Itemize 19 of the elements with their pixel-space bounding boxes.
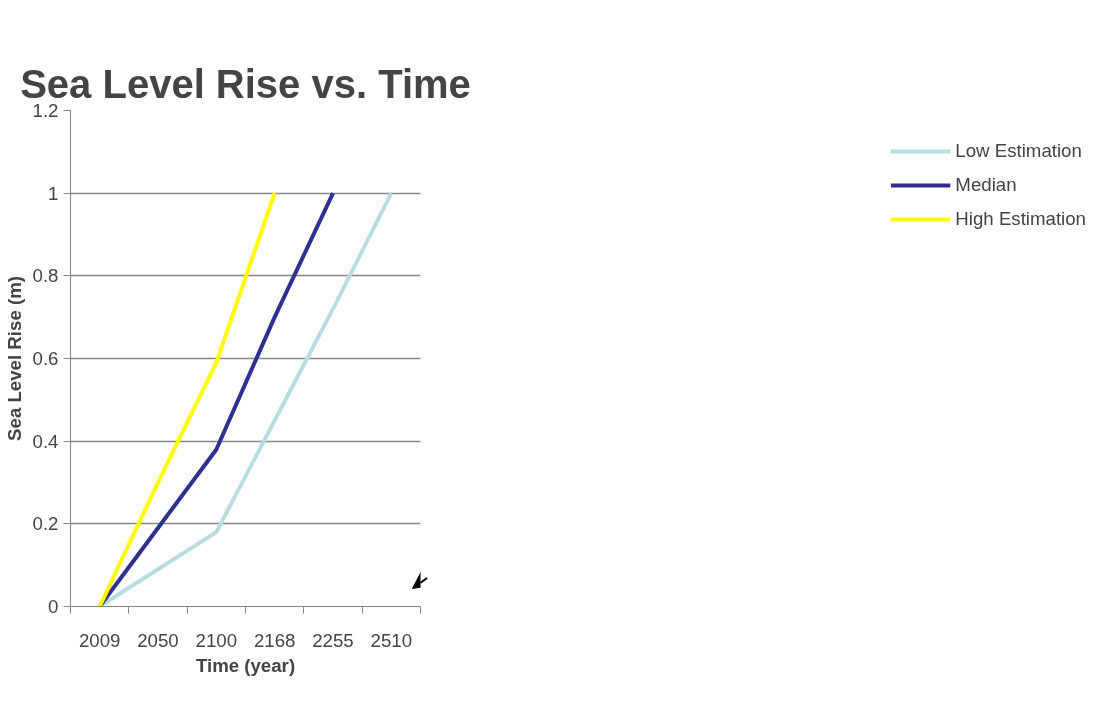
x-tick-label: 2009 — [78, 629, 121, 651]
x-tick-label: 2100 — [195, 629, 238, 651]
legend-label: Low Estimation — [955, 140, 1082, 162]
x-tick-label: 2510 — [370, 629, 413, 651]
y-tick-label: 0.4 — [32, 430, 59, 452]
x-tick-label: 2168 — [253, 629, 296, 651]
y-tick-label: 1 — [48, 182, 59, 204]
y-tick-label: 0.2 — [32, 513, 59, 535]
y-tick-label: 0 — [48, 596, 59, 617]
x-tick-label: 2050 — [137, 629, 179, 651]
y-tick-label: 1.2 — [32, 100, 59, 121]
y-tick-label: 0.6 — [32, 348, 59, 369]
x-tick-label: 2255 — [312, 629, 354, 651]
y-tick-label: 0.8 — [32, 265, 59, 287]
legend-label: High Estimation — [955, 208, 1086, 230]
legend-label: Median — [955, 174, 1017, 196]
line-series — [97, 191, 277, 607]
x-axis-title: Time (year) — [195, 654, 296, 676]
y-axis-title: Sea Level Rise (m) — [3, 276, 25, 441]
